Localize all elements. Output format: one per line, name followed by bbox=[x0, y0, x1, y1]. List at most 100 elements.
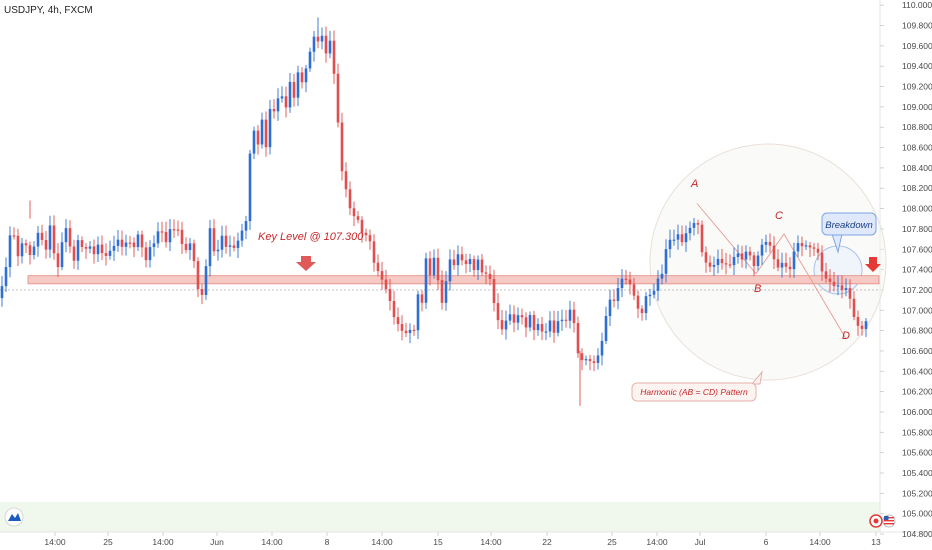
candle-body bbox=[448, 259, 452, 282]
candle-body bbox=[740, 253, 744, 260]
candle-body bbox=[748, 251, 752, 256]
candle-body bbox=[216, 249, 220, 252]
candle-body bbox=[660, 273, 664, 279]
candle-body bbox=[16, 235, 20, 257]
candlestick-series[interactable] bbox=[0, 17, 868, 406]
candle-body bbox=[124, 242, 128, 247]
symbol-title: USDJPY, 4h, FXCM bbox=[4, 5, 93, 16]
candle-body bbox=[504, 320, 508, 330]
harmonic-point-b: B bbox=[754, 283, 761, 295]
candle-body bbox=[324, 35, 328, 54]
candle-body bbox=[240, 230, 244, 241]
time-tick-label: 25 bbox=[103, 537, 113, 547]
candle-body bbox=[672, 239, 676, 241]
candle-body bbox=[152, 243, 156, 248]
candle-body bbox=[148, 247, 152, 261]
time-tick-label: 14:00 bbox=[44, 537, 66, 547]
candle-body bbox=[208, 228, 212, 267]
candle-body bbox=[56, 253, 60, 268]
candle-body bbox=[648, 294, 652, 297]
candle-body bbox=[464, 260, 468, 265]
candle-body bbox=[184, 243, 188, 250]
price-tick-label: 107.800 bbox=[902, 224, 932, 234]
bottom-band bbox=[0, 502, 880, 532]
price-tick-label: 106.400 bbox=[902, 366, 932, 376]
candle-body bbox=[24, 243, 28, 246]
candle-body bbox=[400, 324, 404, 331]
candle-body bbox=[316, 36, 320, 42]
harmonic-pattern-callout[interactable]: Harmonic (AB = CD) Pattern bbox=[631, 370, 763, 402]
candle-body bbox=[176, 229, 180, 231]
candle-body bbox=[76, 240, 80, 261]
candle-body bbox=[308, 51, 312, 69]
candle-body bbox=[344, 171, 348, 190]
candle-body bbox=[476, 259, 480, 271]
candle-body bbox=[816, 248, 820, 253]
candle-body bbox=[212, 228, 216, 252]
candle-body bbox=[612, 299, 616, 301]
candle-body bbox=[64, 228, 68, 243]
candle-body bbox=[520, 315, 524, 318]
candle-body bbox=[800, 243, 804, 247]
candle-body bbox=[156, 231, 160, 244]
tradingview-logo-icon[interactable] bbox=[4, 507, 24, 527]
time-tick-label: 13 bbox=[871, 537, 881, 547]
time-axis[interactable]: 14:00 25 14:00 Jun 14:00 8 14:00 15 14:00 22 25 14:… bbox=[44, 532, 881, 547]
price-tick-label: 105.400 bbox=[902, 468, 932, 478]
candle-body bbox=[408, 329, 412, 334]
price-axis[interactable]: 110.000 109.800 109.600 109.400 109.200 109.0… bbox=[880, 0, 932, 539]
breakdown-callout[interactable]: Breakdown bbox=[821, 212, 877, 254]
breakdown-label: Breakdown bbox=[825, 220, 873, 231]
price-tick-label: 109.200 bbox=[902, 82, 932, 92]
candle-body bbox=[664, 249, 668, 274]
price-tick-label: 108.000 bbox=[902, 204, 932, 214]
time-tick-label: 8 bbox=[325, 537, 330, 547]
candle-body bbox=[60, 242, 64, 268]
candle-body bbox=[620, 278, 624, 289]
candle-body bbox=[432, 257, 436, 276]
candle-body bbox=[188, 243, 192, 250]
candle-body bbox=[232, 245, 236, 248]
candle-body bbox=[444, 281, 448, 303]
candle-body bbox=[564, 319, 568, 321]
us-flag-icon[interactable] bbox=[882, 514, 896, 528]
candle-body bbox=[540, 323, 544, 332]
price-tick-label: 106.800 bbox=[902, 326, 932, 336]
candle-body bbox=[588, 359, 592, 362]
candle-body bbox=[688, 227, 692, 234]
key-level-zone[interactable] bbox=[27, 275, 880, 285]
candle-body bbox=[404, 330, 408, 334]
candle-body bbox=[680, 234, 684, 243]
candle-body bbox=[616, 288, 620, 301]
candle-body bbox=[524, 317, 528, 328]
candle-body bbox=[192, 243, 196, 262]
candle-body bbox=[776, 259, 780, 268]
candle-body bbox=[652, 290, 656, 295]
candle-body bbox=[572, 309, 576, 324]
candle-body bbox=[8, 235, 12, 268]
candle-body bbox=[468, 259, 472, 265]
candle-body bbox=[276, 98, 280, 112]
candle-body bbox=[384, 279, 388, 290]
candle-body bbox=[180, 229, 184, 244]
time-tick-label: 14:00 bbox=[152, 537, 174, 547]
candle-body bbox=[592, 361, 596, 363]
candle-body bbox=[788, 266, 792, 270]
candle-body bbox=[332, 40, 336, 74]
price-tick-label: 105.600 bbox=[902, 448, 932, 458]
key-level-label: Key Level @ 107.300 bbox=[258, 231, 364, 243]
candle-body bbox=[104, 253, 108, 256]
candle-body bbox=[736, 253, 740, 257]
candle-body bbox=[100, 244, 104, 254]
candle-body bbox=[704, 252, 708, 263]
candle-body bbox=[460, 254, 464, 261]
record-icon[interactable] bbox=[869, 514, 883, 528]
candle-body bbox=[756, 255, 760, 267]
candle-body bbox=[712, 265, 716, 267]
candle-body bbox=[836, 285, 840, 287]
harmonic-point-a: A bbox=[690, 178, 698, 190]
candle-body bbox=[676, 234, 680, 240]
candle-body bbox=[780, 262, 784, 268]
candle-body bbox=[304, 68, 308, 83]
